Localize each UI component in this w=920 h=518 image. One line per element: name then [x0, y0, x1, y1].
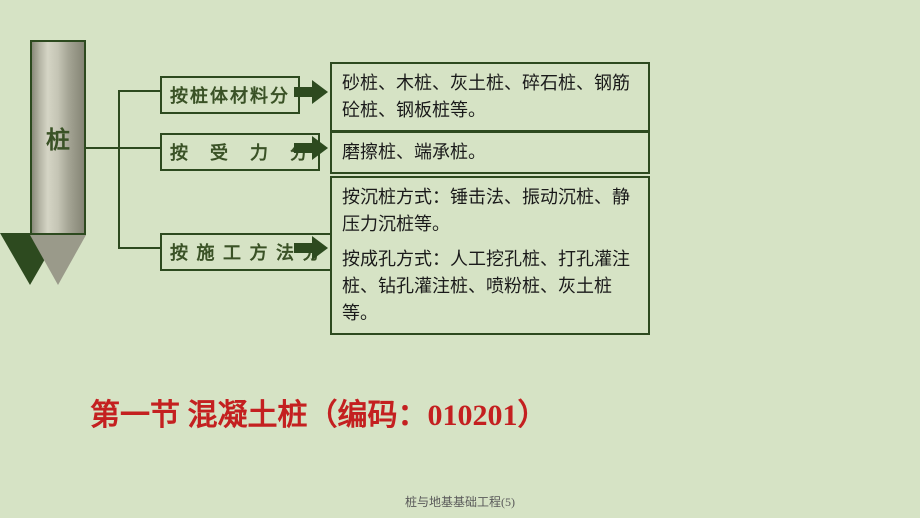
- description-box: 砂桩、木桩、灰土桩、碎石桩、钢筋砼桩、钢板桩等。: [330, 62, 650, 132]
- arrow-icon: [294, 80, 328, 104]
- description-box: 磨擦桩、端承桩。: [330, 131, 650, 174]
- section-title: 第一节 混凝土桩（编码：010201）: [90, 390, 548, 434]
- pile-body: 桩: [30, 40, 86, 235]
- connector-horizontal: [118, 247, 160, 249]
- arrow-icon: [294, 136, 328, 160]
- connector-horizontal: [118, 90, 160, 92]
- arrow-icon: [294, 236, 328, 260]
- category-box: 按桩体材料分: [160, 76, 300, 114]
- connector-vertical: [118, 90, 120, 248]
- description-box: 按沉桩方式：锤击法、振动沉桩、静压力沉桩等。按成孔方式：人工挖孔桩、打孔灌注桩、…: [330, 176, 650, 335]
- pile-tip: [30, 235, 86, 285]
- pile-label: 桩: [46, 120, 70, 155]
- connector-horizontal: [86, 147, 160, 149]
- pile-diagram: 桩: [30, 40, 86, 285]
- page-footer: 桩与地基基础工程(5): [405, 493, 515, 510]
